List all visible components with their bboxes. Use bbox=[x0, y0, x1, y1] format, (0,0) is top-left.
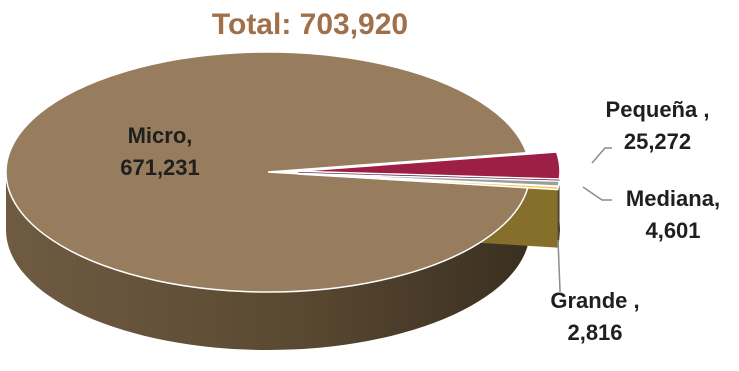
slice-label-pequena: Pequeña , 25,272 bbox=[600, 94, 715, 158]
slice-top-pequena bbox=[297, 151, 561, 180]
slice-top-micro bbox=[5, 51, 529, 293]
slice-category-micro: Micro, bbox=[127, 123, 193, 148]
chart-title: Total: 703,920 bbox=[211, 8, 409, 41]
slice-value-grande: 2,816 bbox=[567, 320, 623, 345]
slice-label-micro: Micro, 671,231 bbox=[95, 120, 225, 184]
slice-wall-micro bbox=[6, 172, 530, 350]
slice-value-mediana: 4,601 bbox=[645, 218, 701, 243]
slice-category-mediana: Mediana, bbox=[625, 186, 721, 211]
leader-line-mediana bbox=[582, 186, 612, 201]
slice-top-grande bbox=[297, 173, 560, 191]
slice-category-grande: Grande , bbox=[550, 288, 640, 313]
slice-category-pequena: Pequeña , bbox=[605, 97, 710, 122]
leader-line-grande bbox=[557, 239, 561, 292]
leader-line-pequena bbox=[591, 147, 612, 164]
slice-value-micro: 671,231 bbox=[120, 155, 200, 180]
slice-label-grande: Grande , 2,816 bbox=[535, 285, 655, 349]
slice-label-mediana: Mediana, 4,601 bbox=[610, 183, 736, 247]
slice-value-pequena: 25,272 bbox=[623, 129, 692, 154]
